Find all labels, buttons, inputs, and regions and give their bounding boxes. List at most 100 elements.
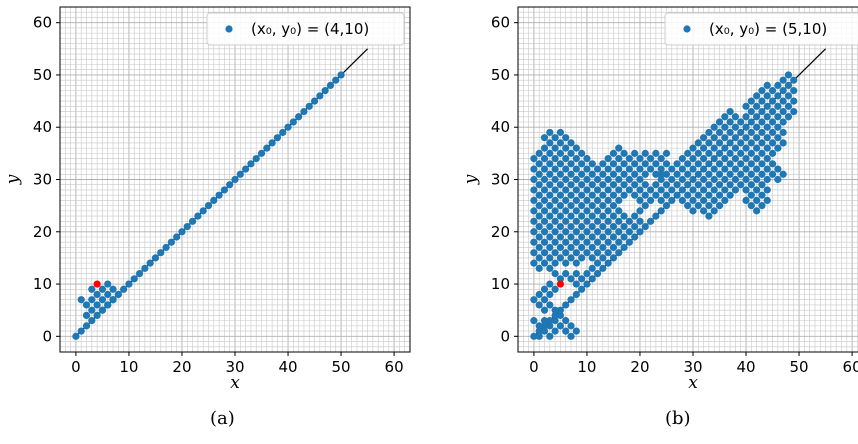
data-point bbox=[673, 170, 681, 178]
data-point bbox=[768, 170, 777, 178]
data-point bbox=[530, 186, 538, 194]
data-point bbox=[689, 186, 697, 194]
data-point bbox=[321, 87, 329, 95]
data-point bbox=[641, 160, 649, 168]
data-point bbox=[104, 301, 112, 309]
data-point bbox=[540, 228, 549, 236]
data-point bbox=[662, 181, 671, 189]
data-point bbox=[578, 285, 586, 293]
data-point bbox=[572, 228, 580, 236]
data-point bbox=[758, 149, 766, 157]
data-point bbox=[636, 207, 644, 215]
data-point bbox=[710, 165, 718, 173]
data-point bbox=[77, 296, 85, 304]
data-point bbox=[790, 97, 798, 105]
data-point bbox=[572, 290, 580, 299]
data-point bbox=[588, 264, 596, 272]
data-point bbox=[326, 81, 335, 90]
data-point bbox=[567, 170, 575, 178]
data-point bbox=[540, 196, 549, 205]
data-point bbox=[609, 233, 618, 241]
data-point bbox=[567, 222, 575, 231]
data-point bbox=[758, 118, 766, 126]
data-point bbox=[562, 228, 570, 236]
data-point bbox=[726, 107, 734, 116]
data-point bbox=[689, 154, 697, 163]
legend: (x₀, y₀) = (5,10) bbox=[664, 12, 858, 46]
data-point bbox=[540, 238, 549, 246]
start-point bbox=[556, 280, 565, 288]
data-point bbox=[167, 238, 175, 246]
data-point bbox=[540, 154, 549, 163]
data-point bbox=[530, 249, 538, 257]
legend-box bbox=[664, 12, 858, 46]
data-point bbox=[546, 212, 554, 220]
data-point bbox=[784, 92, 793, 100]
data-point bbox=[753, 123, 761, 131]
data-point bbox=[694, 191, 702, 199]
data-point bbox=[694, 202, 702, 210]
data-point bbox=[763, 175, 771, 184]
data-point bbox=[631, 160, 639, 168]
data-point bbox=[551, 228, 559, 236]
data-point bbox=[332, 76, 340, 84]
data-point bbox=[535, 264, 543, 272]
y-tick-label: 40 bbox=[491, 118, 510, 136]
data-point bbox=[551, 249, 559, 257]
data-point bbox=[763, 113, 771, 121]
data-point bbox=[790, 76, 798, 84]
data-point bbox=[641, 202, 649, 210]
y-tick-label: 50 bbox=[33, 66, 52, 84]
data-point bbox=[604, 186, 612, 194]
data-point bbox=[593, 238, 602, 246]
data-point bbox=[593, 228, 602, 236]
data-point bbox=[715, 149, 724, 157]
data-point bbox=[567, 202, 575, 210]
data-point bbox=[774, 175, 782, 184]
data-point bbox=[572, 327, 580, 335]
data-point bbox=[747, 149, 755, 157]
data-point bbox=[700, 165, 708, 173]
data-point bbox=[178, 228, 186, 236]
data-point bbox=[535, 254, 543, 262]
data-point bbox=[731, 165, 740, 173]
data-point bbox=[556, 222, 565, 231]
data-point bbox=[784, 113, 793, 121]
data-point bbox=[562, 317, 570, 325]
data-point bbox=[615, 249, 623, 257]
data-point bbox=[599, 243, 607, 252]
data-point bbox=[726, 128, 734, 137]
x-tick-label: 20 bbox=[630, 358, 649, 376]
data-point bbox=[625, 165, 633, 173]
data-point bbox=[572, 259, 580, 267]
data-point bbox=[753, 134, 761, 142]
data-point bbox=[678, 154, 686, 163]
data-point bbox=[742, 134, 750, 142]
data-point bbox=[684, 181, 692, 189]
data-point bbox=[747, 139, 755, 147]
data-point bbox=[763, 81, 771, 90]
data-point bbox=[609, 202, 618, 210]
data-point bbox=[572, 280, 580, 288]
data-point bbox=[567, 243, 575, 252]
data-point bbox=[747, 160, 755, 168]
data-point bbox=[700, 175, 708, 184]
data-point bbox=[535, 327, 543, 335]
data-point bbox=[546, 181, 554, 189]
data-point bbox=[295, 113, 303, 121]
data-point bbox=[758, 191, 766, 199]
data-point bbox=[689, 175, 697, 184]
data-point bbox=[721, 113, 729, 121]
data-point bbox=[599, 170, 607, 178]
data-point bbox=[715, 191, 724, 199]
data-point bbox=[625, 175, 633, 184]
caption-b: (b) bbox=[665, 408, 691, 429]
data-point bbox=[768, 107, 777, 116]
data-point bbox=[604, 228, 612, 236]
data-point bbox=[700, 154, 708, 163]
x-tick-label: 10 bbox=[577, 358, 596, 376]
data-point bbox=[641, 181, 649, 189]
data-point bbox=[530, 228, 538, 236]
data-point bbox=[747, 97, 755, 105]
y-tick-label: 50 bbox=[491, 66, 510, 84]
